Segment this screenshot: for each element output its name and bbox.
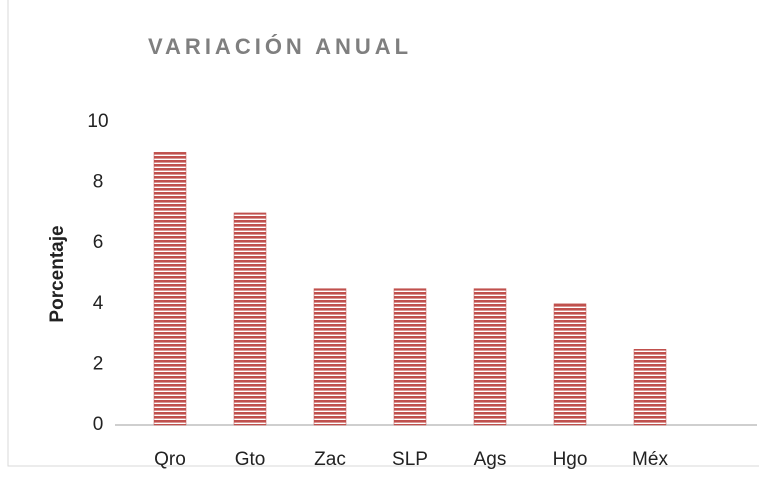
x-tick-label: Qro	[154, 449, 186, 470]
y-tick-label: 10	[87, 111, 108, 132]
x-tick-label: Hgo	[553, 449, 588, 470]
chart-frame	[7, 0, 759, 467]
bar	[633, 349, 667, 426]
y-tick-label: 4	[93, 293, 104, 314]
x-tick-label: Méx	[632, 449, 668, 470]
y-tick-label: 8	[93, 172, 104, 193]
bar	[473, 288, 507, 426]
bar	[393, 288, 427, 426]
bar	[153, 152, 187, 426]
x-tick-label: SLP	[392, 449, 428, 470]
y-tick-label: 6	[93, 232, 104, 253]
bar	[553, 303, 587, 426]
bar	[313, 288, 347, 426]
chart-title: VARIACIÓN ANUAL	[148, 34, 412, 59]
y-tick-label: 2	[93, 353, 104, 374]
y-tick-label: 0	[93, 414, 104, 435]
y-axis-label: Porcentaje	[47, 225, 68, 322]
bar	[233, 212, 267, 426]
x-tick-label: Ags	[474, 449, 507, 470]
x-tick-label: Zac	[314, 449, 346, 470]
x-tick-label: Gto	[235, 449, 266, 470]
